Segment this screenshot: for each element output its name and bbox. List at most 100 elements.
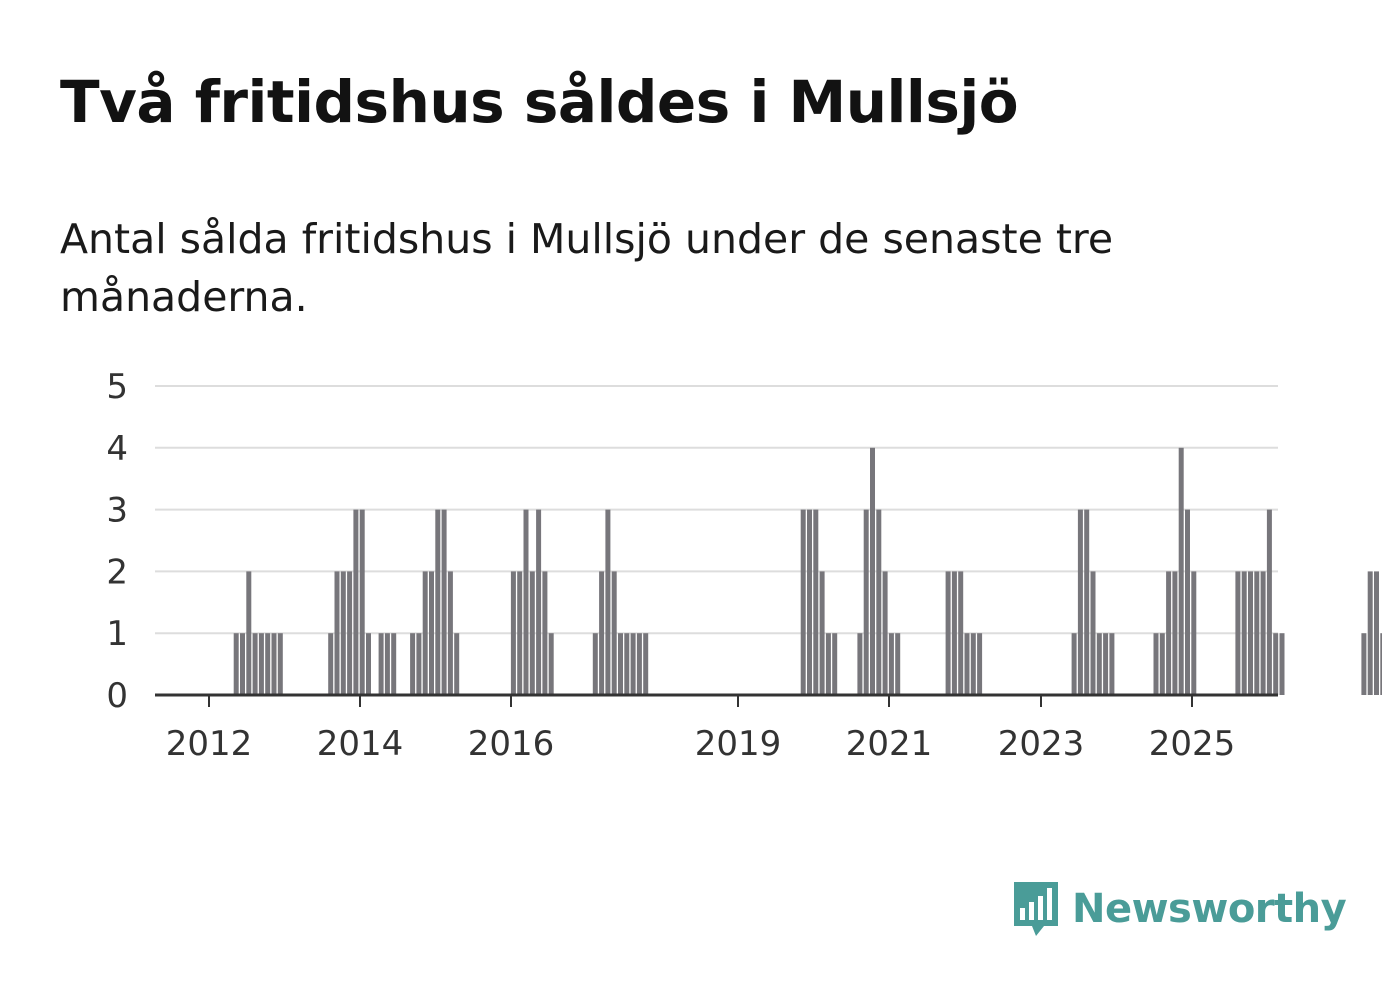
chart-subtitle: Antal sålda fritidshus i Mullsjö under d… — [60, 215, 1114, 321]
bar — [888, 633, 894, 695]
bar — [1254, 571, 1260, 695]
x-tick-label: 2025 — [1149, 724, 1236, 764]
bar — [1166, 571, 1172, 695]
x-tick-label: 2021 — [846, 724, 933, 764]
brand-name: Newsworthy — [1072, 886, 1347, 932]
bar — [510, 571, 516, 695]
y-tick-label: 2 — [106, 552, 128, 592]
bar — [1109, 633, 1115, 695]
bar — [536, 509, 542, 695]
bar — [895, 633, 901, 695]
bar — [800, 509, 806, 695]
bar — [366, 633, 371, 695]
bar — [876, 509, 882, 695]
bar-chart-speech-bubble-icon — [1014, 882, 1058, 936]
bar — [599, 571, 605, 695]
bar — [970, 633, 976, 695]
bar — [1153, 633, 1159, 695]
bar — [870, 447, 875, 695]
y-tick-label: 0 — [106, 676, 128, 716]
bar — [624, 633, 630, 695]
bar — [819, 571, 825, 695]
bar — [643, 633, 649, 695]
bar — [422, 571, 428, 695]
bar — [882, 571, 888, 695]
bar — [1185, 509, 1190, 695]
bar — [529, 571, 535, 695]
bar — [1103, 633, 1109, 695]
bar — [630, 633, 636, 695]
bar — [1361, 633, 1367, 695]
x-tick-label: 2023 — [998, 724, 1085, 764]
bar — [1084, 509, 1090, 695]
bar — [1248, 571, 1253, 695]
bar — [359, 509, 365, 695]
bar — [605, 509, 611, 695]
bar — [945, 571, 951, 695]
bar — [410, 633, 416, 695]
bar — [353, 509, 359, 695]
bar — [240, 633, 245, 695]
y-tick-label: 5 — [106, 367, 128, 407]
bar — [1071, 633, 1077, 695]
bar — [258, 633, 264, 695]
bar — [618, 633, 623, 695]
bar — [1273, 633, 1279, 695]
bar — [611, 571, 617, 695]
bar — [636, 633, 642, 695]
bar — [1159, 633, 1165, 695]
bar — [1367, 571, 1373, 695]
bar — [1241, 571, 1247, 695]
bar — [592, 633, 598, 695]
bar — [977, 633, 983, 695]
bar — [441, 509, 447, 695]
bar — [271, 633, 277, 695]
bar — [435, 509, 441, 695]
bar — [1279, 633, 1285, 695]
bar — [832, 633, 838, 695]
bar — [246, 571, 252, 695]
bar — [863, 509, 869, 695]
bar — [951, 571, 957, 695]
bar — [447, 571, 453, 695]
bar — [857, 633, 863, 695]
x-tick-label: 2014 — [317, 724, 404, 764]
bar — [1374, 571, 1379, 695]
bar — [1172, 571, 1178, 695]
brand-logo: Newsworthy — [1010, 878, 1347, 940]
bar — [265, 633, 271, 695]
bar — [347, 571, 353, 695]
bar — [334, 571, 340, 695]
bar — [328, 633, 334, 695]
bar — [277, 633, 283, 695]
bar — [233, 633, 239, 695]
bar — [958, 571, 964, 695]
bar — [813, 509, 819, 695]
bar — [548, 633, 554, 695]
x-tick-label: 2016 — [468, 724, 555, 764]
bar — [1380, 633, 1382, 695]
bar — [429, 571, 434, 695]
bar — [517, 571, 523, 695]
bar — [391, 633, 397, 695]
x-tick-label: 2012 — [166, 724, 253, 764]
bar — [1235, 571, 1241, 695]
bar — [1077, 509, 1083, 695]
bar — [1090, 571, 1096, 695]
bar — [523, 509, 529, 695]
bar — [1178, 447, 1184, 695]
x-tick-label: 2019 — [695, 724, 782, 764]
bar — [378, 633, 384, 695]
bar — [1260, 571, 1266, 695]
y-tick-label: 3 — [106, 491, 128, 531]
bar — [1191, 571, 1197, 695]
bar — [252, 633, 258, 695]
bar — [1266, 509, 1272, 695]
y-tick-label: 1 — [106, 614, 128, 654]
bar — [384, 633, 390, 695]
y-tick-label: 4 — [106, 429, 128, 469]
bar — [807, 509, 812, 695]
bar — [542, 571, 548, 695]
bar — [416, 633, 422, 695]
bar — [1096, 633, 1102, 695]
